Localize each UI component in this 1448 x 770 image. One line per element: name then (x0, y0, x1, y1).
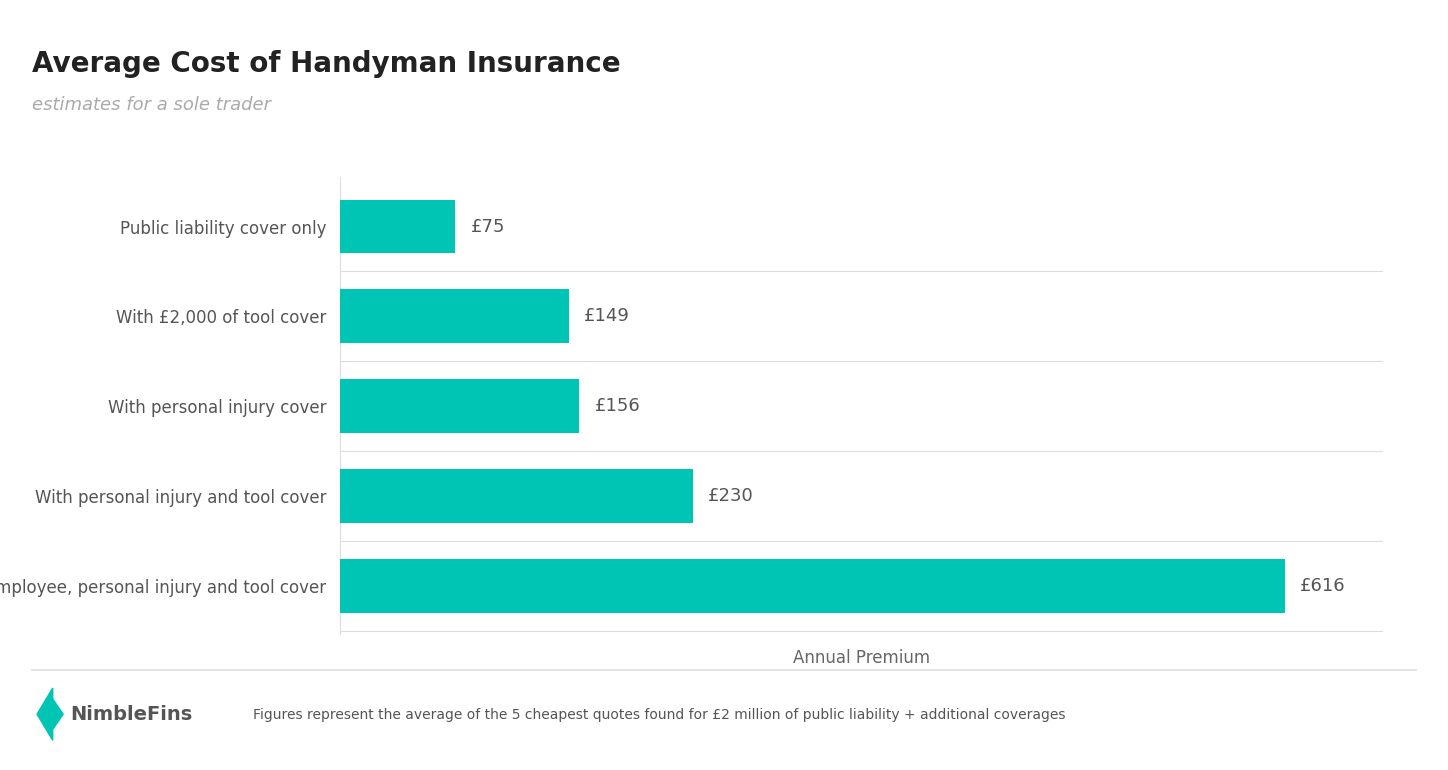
Text: £75: £75 (471, 217, 505, 236)
Bar (340, 469, 694, 523)
X-axis label: Annual Premium: Annual Premium (794, 649, 930, 667)
Bar (340, 199, 455, 253)
Text: NimbleFins: NimbleFins (70, 705, 193, 724)
Text: £149: £149 (584, 307, 630, 326)
Text: Figures represent the average of the 5 cheapest quotes found for £2 million of p: Figures represent the average of the 5 c… (253, 708, 1066, 721)
Text: £616: £616 (1300, 577, 1345, 595)
Bar (340, 290, 569, 343)
Polygon shape (38, 688, 64, 741)
Bar (340, 559, 1284, 613)
Text: estimates for a sole trader: estimates for a sole trader (32, 96, 271, 114)
Text: £156: £156 (595, 397, 640, 415)
Text: £230: £230 (708, 487, 754, 505)
Bar (340, 380, 579, 433)
Text: Average Cost of Handyman Insurance: Average Cost of Handyman Insurance (32, 50, 621, 78)
